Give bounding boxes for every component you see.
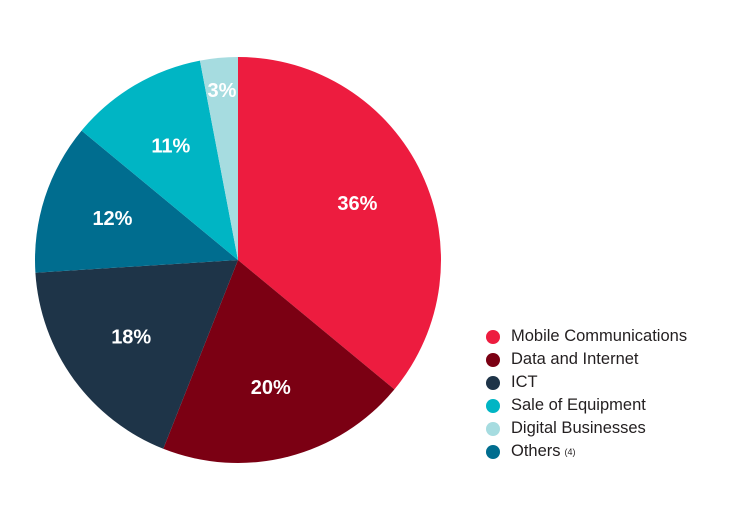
legend-item-mobile-communications: Mobile Communications — [486, 325, 687, 348]
legend-swatch-others — [486, 444, 500, 459]
legend-item-others: Others (4) — [486, 440, 687, 463]
legend-label-mobile-communications: Mobile Communications — [511, 327, 688, 345]
pie-slice-ict — [35, 260, 238, 449]
pie-slice-mobile-communications — [238, 57, 441, 390]
pie-labels: 36% 20% 18% 12% 11% 3% — [92, 80, 377, 399]
pie-slice-data-and-internet — [163, 260, 395, 463]
pie-label-mobile-communications: 36% — [337, 193, 377, 215]
legend-swatch-digital-businesses — [486, 421, 500, 436]
pie-slice-sale-of-equipment — [81, 60, 238, 260]
pie-label-others: 12% — [92, 208, 132, 230]
legend-item-ict: ICT — [486, 371, 687, 394]
pie-slice-others — [35, 130, 239, 273]
legend-label-digital-businesses: Digital Businesses — [511, 419, 646, 437]
pie-slices — [35, 57, 441, 463]
legend-item-data-and-internet: Data and Internet — [486, 348, 687, 371]
legend-swatch-mobile-communications — [486, 329, 500, 344]
legend-swatch-ict — [486, 375, 500, 390]
legend-label-data-and-internet: Data and Internet — [511, 350, 639, 368]
pie-label-sale-of-equipment: 11% — [151, 135, 190, 157]
pie-label-digital-businesses: 3% — [208, 80, 237, 102]
legend-label-others: Others — [511, 442, 561, 460]
legend-swatch-sale-of-equipment — [486, 398, 500, 413]
pie-label-ict: 18% — [111, 327, 151, 349]
legend-footnote-others: (4) — [564, 446, 576, 457]
chart-legend: Mobile Communications Data and Internet … — [486, 325, 687, 463]
pie-slice-digital-businesses — [199, 57, 238, 260]
legend-item-digital-businesses: Digital Businesses — [486, 417, 687, 440]
legend-swatch-data-and-internet — [486, 352, 500, 367]
legend-item-sale-of-equipment: Sale of Equipment — [486, 394, 687, 417]
legend-label-ict: ICT — [511, 373, 538, 391]
pie-label-data-and-internet: 20% — [251, 377, 291, 399]
legend-label-sale-of-equipment: Sale of Equipment — [511, 396, 646, 414]
